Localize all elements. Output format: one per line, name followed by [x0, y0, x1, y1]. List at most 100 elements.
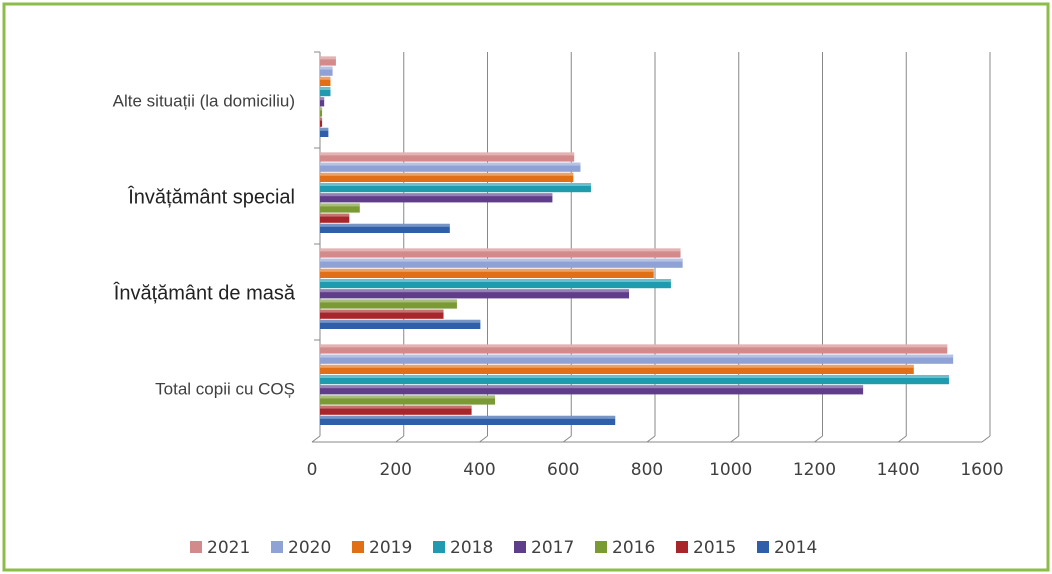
bar-highlight [320, 405, 472, 409]
bar-highlight [320, 279, 671, 282]
legend-label: 2016 [612, 538, 655, 558]
bar-highlight [320, 117, 323, 121]
bar [320, 213, 350, 223]
bar-highlight [320, 213, 350, 217]
bar [320, 319, 481, 329]
bar [320, 248, 681, 258]
bar [320, 193, 553, 203]
bar [320, 203, 360, 213]
x-tick-label: 1000 [709, 460, 752, 480]
bar-highlight [320, 127, 329, 131]
tick-mark [562, 435, 572, 443]
bar-highlight [320, 56, 336, 60]
bar [320, 87, 331, 97]
bar [320, 162, 581, 172]
bar-highlight [320, 385, 864, 389]
x-tick-label: 1200 [793, 460, 836, 480]
legend-label: 2019 [369, 538, 412, 558]
y-tick-label: Alte situații (la domiciliu) [113, 91, 295, 110]
bar-highlight [320, 87, 331, 90]
bar-highlight [320, 415, 616, 419]
bar [320, 354, 954, 364]
bar [320, 375, 949, 385]
x-tick-label: 800 [631, 460, 663, 480]
bar-highlight [320, 364, 914, 368]
bar [320, 97, 325, 107]
x-tick-label: 1400 [877, 460, 920, 480]
bar [320, 56, 336, 66]
bar [320, 117, 323, 127]
bar-highlight [320, 66, 333, 70]
tick-mark [814, 435, 823, 443]
tick-mark [395, 435, 405, 443]
y-tick-label: Învățământ special [127, 185, 295, 208]
bar [320, 289, 630, 299]
tick-mark [730, 435, 740, 443]
bar [320, 385, 864, 395]
bar [320, 107, 323, 117]
tick-mark [311, 435, 321, 443]
legend-swatch [514, 541, 526, 553]
x-tick-label: 1600 [960, 460, 1003, 480]
legend-label: 2014 [774, 538, 817, 558]
bar-highlight [320, 354, 954, 358]
bar-highlight [320, 152, 575, 156]
bar [320, 299, 457, 309]
bar [320, 152, 575, 162]
bar [320, 258, 683, 268]
bar [320, 127, 329, 137]
legend-label: 2017 [531, 538, 574, 558]
legend-label: 2021 [207, 538, 250, 558]
x-tick-label: 600 [547, 460, 579, 480]
tick-mark [981, 435, 991, 443]
bar [320, 344, 948, 354]
legend-swatch [757, 541, 769, 553]
bar-highlight [320, 268, 654, 272]
bar [320, 172, 574, 182]
x-tick-label: 0 [307, 460, 318, 480]
legend-swatch [271, 541, 283, 553]
bar-highlight [320, 375, 949, 378]
bar [320, 66, 333, 76]
bar-highlight [320, 258, 683, 262]
legend-swatch [676, 541, 688, 553]
bar [320, 279, 671, 289]
bar-highlight [320, 344, 948, 348]
x-tick-label: 400 [463, 460, 495, 480]
legend-label: 2018 [450, 538, 493, 558]
bar [320, 223, 450, 233]
bar-highlight [320, 97, 325, 101]
tick-mark [897, 435, 907, 443]
bar-highlight [320, 203, 360, 207]
bar-highlight [320, 309, 444, 313]
bar [320, 405, 472, 415]
legend-label: 2015 [693, 538, 736, 558]
bar-highlight [320, 248, 681, 252]
x-tick-label: 200 [380, 460, 412, 480]
bar-highlight [320, 223, 450, 227]
tick-mark [479, 435, 488, 443]
bar-highlight [320, 183, 591, 186]
bar [320, 395, 496, 405]
bar [320, 364, 914, 374]
bar-highlight [320, 395, 496, 399]
bar [320, 76, 331, 86]
y-tick-label: Total copii cu COȘ [155, 379, 295, 398]
y-tick-label: Învățământ de masă [113, 281, 296, 304]
bar-highlight [320, 289, 630, 293]
tick-mark [646, 435, 656, 443]
legend-swatch [352, 541, 364, 553]
bar [320, 309, 444, 319]
bar [320, 268, 654, 278]
bar-highlight [320, 319, 481, 323]
legend-label: 2020 [288, 538, 331, 558]
bar-highlight [320, 172, 574, 176]
bar-highlight [320, 299, 457, 303]
bar [320, 415, 616, 425]
legend-swatch [595, 541, 607, 553]
bar-highlight [320, 76, 331, 80]
legend-swatch [433, 541, 445, 553]
bar [320, 183, 591, 193]
bar-highlight [320, 162, 581, 166]
